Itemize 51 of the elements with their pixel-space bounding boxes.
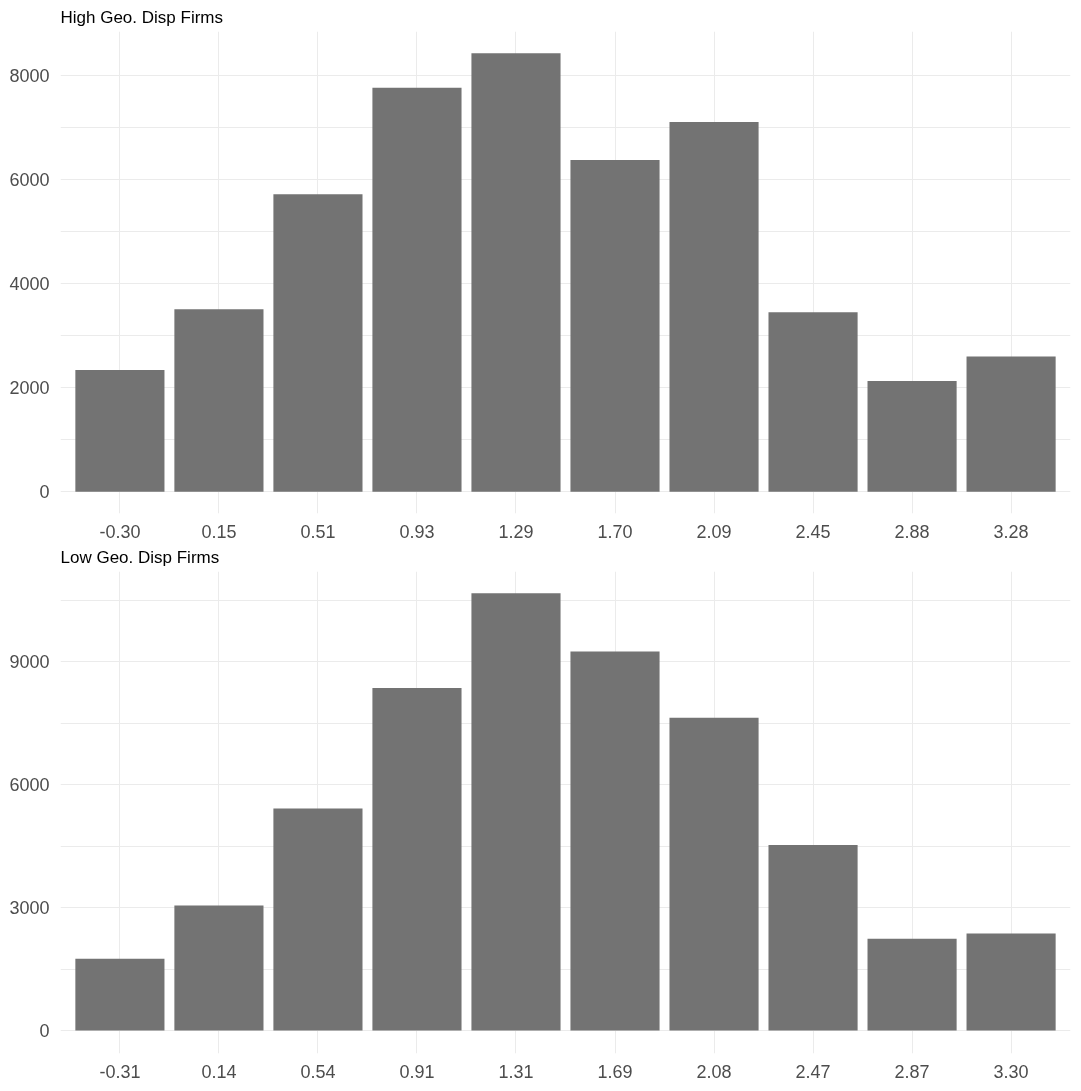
bar	[372, 87, 462, 492]
bar	[471, 53, 561, 492]
bar	[669, 717, 759, 1031]
x-tick-label: 2.08	[696, 1061, 732, 1082]
bar	[174, 309, 264, 492]
y-tick-label: 6000	[9, 775, 50, 796]
x-tick-label: 2.88	[894, 521, 930, 542]
y-tick-label: 3000	[9, 898, 50, 919]
bar	[966, 933, 1056, 1031]
bar	[372, 687, 462, 1031]
x-tick-label: -0.30	[99, 521, 141, 542]
x-tick-label: 3.30	[993, 1061, 1029, 1082]
x-tick-label: 0.15	[201, 521, 237, 542]
x-tick-label: 1.70	[597, 521, 633, 542]
bar	[75, 369, 165, 492]
bar	[966, 356, 1056, 492]
y-tick-label: 0	[39, 482, 50, 503]
x-tick-label: 0.54	[300, 1061, 336, 1082]
x-tick-label: 1.69	[597, 1061, 633, 1082]
x-tick-label: 0.51	[300, 521, 336, 542]
bar	[471, 593, 561, 1031]
x-tick-label: 1.29	[498, 521, 534, 542]
y-tick-label: 6000	[9, 170, 50, 191]
bar	[570, 651, 660, 1031]
bar	[570, 159, 660, 492]
y-tick-label: 2000	[9, 378, 50, 399]
x-tick-label: -0.31	[99, 1061, 141, 1082]
x-tick-label: 2.47	[795, 1061, 831, 1082]
chart-title: High Geo. Disp Firms	[60, 7, 223, 27]
x-tick-label: 0.91	[399, 1061, 435, 1082]
bar	[75, 958, 165, 1031]
x-tick-label: 2.45	[795, 521, 831, 542]
x-tick-label: 0.14	[201, 1061, 237, 1082]
bar	[174, 905, 264, 1031]
bar	[768, 312, 858, 492]
x-tick-label: 2.09	[696, 521, 732, 542]
chart-title: Low Geo. Disp Firms	[60, 547, 220, 567]
bar	[867, 380, 957, 492]
x-tick-label: 3.28	[993, 521, 1029, 542]
x-tick-label: 2.87	[894, 1061, 930, 1082]
y-tick-label: 8000	[9, 66, 50, 87]
bar	[273, 808, 363, 1031]
y-tick-label: 4000	[9, 274, 50, 295]
bar	[768, 844, 858, 1031]
bar	[273, 194, 363, 492]
bar	[867, 938, 957, 1031]
y-tick-label: 9000	[9, 652, 50, 673]
y-tick-label: 0	[39, 1021, 50, 1042]
bar	[669, 121, 759, 492]
x-tick-label: 1.31	[498, 1061, 534, 1082]
x-tick-label: 0.93	[399, 521, 435, 542]
